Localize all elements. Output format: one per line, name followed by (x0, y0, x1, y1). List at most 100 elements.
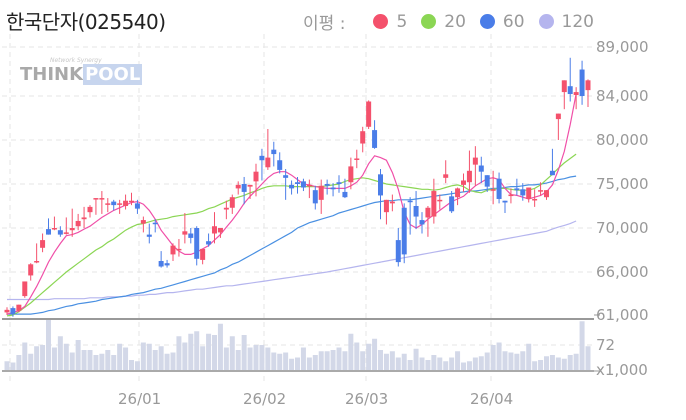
volume-bar (69, 352, 75, 370)
candle-up (217, 228, 223, 233)
volume-bar (200, 346, 206, 370)
volume-bar (567, 355, 573, 370)
candle-down (449, 196, 455, 212)
ma120-dot-icon (538, 14, 554, 29)
volume-bar (289, 358, 295, 370)
volume-bar (579, 321, 585, 370)
volume-bar (170, 352, 176, 370)
volume-bar (152, 350, 158, 370)
candle-down (295, 182, 300, 184)
volume-bar (360, 351, 366, 370)
volume-bar (348, 333, 354, 370)
candle-up (265, 157, 271, 168)
x-label-feb: 26/02 (243, 390, 287, 408)
price-label-80000: 80,000 (596, 131, 649, 149)
candle-up (22, 281, 28, 297)
candle-down (579, 69, 585, 96)
candle-down (259, 155, 265, 161)
volume-bar (449, 357, 455, 370)
candle-up (383, 199, 389, 213)
legend-label: 이평 : (303, 14, 346, 34)
volume-bar (117, 343, 123, 370)
candle-up (123, 200, 129, 206)
volume-bar (212, 335, 217, 370)
legend-item-ma60: 60 (479, 12, 525, 32)
candle-down (419, 220, 425, 225)
volume-bar (372, 338, 378, 370)
candle-down (283, 175, 289, 178)
volume-bar (354, 342, 360, 370)
volume-bar (28, 353, 34, 370)
candle-down (312, 190, 318, 204)
candle-down (111, 201, 117, 206)
price-label-89000: 89,000 (596, 38, 649, 56)
volume-bar (259, 345, 265, 370)
volume-bar (484, 352, 490, 370)
volume-bar (585, 346, 591, 370)
candle-down (514, 188, 520, 191)
volume-bar (277, 353, 283, 370)
candle-up (63, 232, 69, 234)
volume-max-label: 72 (596, 336, 616, 354)
candle-up (105, 203, 111, 205)
volume-bar (389, 351, 395, 370)
candle-up (16, 304, 22, 311)
volume-bar (366, 343, 372, 370)
candle-down (271, 149, 277, 155)
candle-up (87, 206, 93, 213)
volume-bar (549, 355, 555, 370)
candle-up (437, 199, 443, 202)
volume-bar (526, 343, 532, 370)
candle-up (360, 131, 366, 144)
candle-down (57, 230, 63, 235)
x-label-apr: 26/04 (470, 390, 514, 408)
volume-bar (271, 352, 277, 370)
volume-bar (140, 342, 146, 370)
candle-up (99, 198, 105, 200)
volume-bar (330, 350, 336, 370)
volume-bar (247, 347, 253, 370)
volume-bar (378, 350, 383, 370)
volume-bar (164, 353, 170, 370)
volume-bar (561, 358, 567, 370)
volume-bar (514, 353, 520, 370)
candle-down (520, 189, 526, 196)
volume-bar (241, 335, 247, 370)
volume-bar (383, 353, 389, 370)
volume-bar (342, 351, 348, 370)
candle-down (378, 174, 383, 196)
volume-bar (111, 355, 117, 370)
candle-down (289, 184, 295, 189)
candle-up (532, 198, 538, 201)
candle-down (194, 228, 200, 259)
candle-down (206, 241, 212, 245)
candle-up (51, 228, 57, 230)
volume-bar (46, 320, 51, 370)
volume-bar (419, 357, 425, 370)
candle-up (229, 197, 235, 208)
candle-up (544, 190, 549, 198)
candle-up (538, 190, 544, 192)
ma20-dot-icon (421, 14, 437, 29)
candle-up (75, 220, 81, 227)
candle-down (401, 207, 407, 255)
volume-bar (544, 356, 549, 370)
volume-bar (10, 362, 16, 370)
volume-bar (51, 347, 57, 370)
volume-bar (57, 336, 63, 370)
ma5-dot-icon (373, 14, 389, 29)
candle-up (573, 92, 579, 96)
candle-up (28, 264, 34, 276)
volume-bar (401, 353, 407, 370)
volume-bar (265, 347, 271, 370)
candle-up (182, 231, 188, 235)
candle-up (348, 166, 354, 183)
price-label-61000: 61,000 (596, 306, 649, 324)
volume-bar (22, 342, 28, 370)
volume-bar (425, 360, 431, 370)
volume-bar (176, 336, 182, 370)
candle-up (40, 240, 46, 248)
volume-bar (34, 346, 40, 370)
candle-down (484, 175, 490, 187)
